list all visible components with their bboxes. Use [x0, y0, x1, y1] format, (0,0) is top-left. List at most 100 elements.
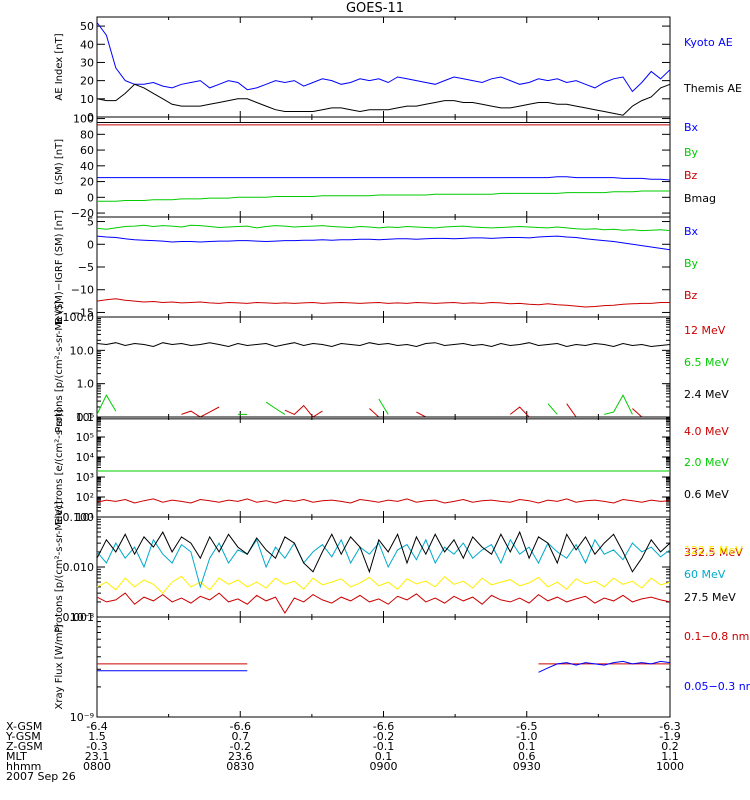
x-tick-row-value: 23.1	[85, 750, 110, 763]
y-tick-label: 20	[80, 176, 94, 189]
panel-frame-4	[96, 316, 671, 418]
x-tick-label: -6.4	[86, 720, 107, 733]
series-line-by	[96, 224, 671, 232]
x-tick-label: -6.6	[373, 720, 394, 733]
legend-label: 0.05−0.3 nm	[684, 680, 750, 693]
y-tick-label: 10.0	[70, 344, 95, 357]
legend-label: 0.6 MeV	[684, 488, 729, 501]
legend-label: 332.5 MeV	[684, 546, 743, 559]
series-line-themis-ae	[96, 83, 671, 116]
y-tick-label: 50	[80, 20, 94, 33]
y-tick-label: 10⁻⁸	[70, 611, 95, 624]
y-tick-label: −20	[71, 207, 94, 220]
y-tick-label: 0.001	[63, 611, 95, 624]
legend-label: 60 MeV	[684, 568, 726, 581]
y-axis-label: B (SM)−IGRF (SM) [nT]	[54, 210, 65, 324]
legend-label: Bx	[684, 225, 699, 238]
date-label: 2007 Sep 26	[6, 770, 76, 783]
legend-label: 4.0 MeV	[684, 425, 729, 438]
series-line-2-4-mev	[96, 342, 671, 348]
x-tick-row-value: 0.1	[518, 740, 536, 753]
x-tick-row-value: -1.0	[516, 730, 537, 743]
x-tick-label: -6.5	[516, 720, 537, 733]
y-axis-label: Xray Flux [W/m²]	[54, 624, 65, 709]
x-tick-row-value: 0800	[83, 760, 111, 773]
x-row-label: hhmm	[6, 760, 41, 773]
panel-frame-2	[96, 116, 671, 218]
series-line-0-05-0-3-nm	[97, 660, 671, 673]
y-tick-label: 10⁴	[76, 451, 95, 464]
y-tick-label: 0	[87, 111, 94, 124]
y-tick-label: 5	[87, 216, 94, 229]
x-tick-row-value: 0.1	[375, 750, 393, 763]
legend-label: By	[684, 146, 699, 159]
y-axis-label: Protons [p/(cm²-s-sr-MeV)]	[54, 501, 65, 633]
panel-frame-3	[96, 216, 671, 318]
y-tick-label: −15	[71, 306, 94, 319]
x-row-label: Y-GSM	[5, 730, 41, 743]
x-row-label: MLT	[6, 750, 27, 763]
x-tick-row-value: -0.1	[373, 740, 394, 753]
legend-label: By	[684, 257, 699, 270]
legend-label: 12 MeV	[684, 324, 726, 337]
x-tick-row-value: 0.2	[661, 740, 679, 753]
y-tick-label: 60	[80, 144, 94, 157]
x-tick-row-value: 0900	[370, 760, 398, 773]
x-tick-row-value: -0.3	[86, 740, 107, 753]
y-tick-label: 40	[80, 38, 94, 51]
y-tick-label: 0	[87, 191, 94, 204]
y-axis-label: Protons [p/(cm²-s-sr-MeV)]	[54, 301, 65, 433]
x-tick-row-value: -1.9	[659, 730, 680, 743]
legend-label: 6.5 MeV	[684, 356, 729, 369]
y-axis-label: Electrons [e/(cm²-s-sr)]	[54, 409, 65, 525]
legend-label: Bz	[684, 289, 698, 302]
series-line-332-5-mev	[96, 592, 671, 614]
x-tick-row-value: 0.6	[518, 750, 536, 763]
panel-frame-1	[96, 16, 671, 118]
series-line-bx	[97, 176, 671, 181]
series-line-bz	[96, 298, 670, 308]
x-tick-label: -6.3	[659, 720, 680, 733]
y-tick-label: 10⁻⁹	[70, 711, 94, 724]
y-tick-label: 30	[80, 56, 94, 69]
legend-label: 27.5 MeV	[684, 591, 736, 604]
y-tick-label: 10	[80, 93, 94, 106]
series-line-122-5-mev	[96, 575, 671, 594]
x-tick-row-value: 1000	[656, 760, 684, 773]
legend-label: Themis AE	[683, 82, 742, 95]
legend-label: Bmag	[684, 192, 716, 205]
y-tick-label: 0.1	[77, 411, 95, 424]
y-axis-label: AE Index [nT]	[54, 33, 65, 100]
y-tick-label: 0	[87, 238, 94, 251]
series-line-6-5-mev	[96, 394, 633, 415]
series-line-60-mev	[96, 538, 671, 589]
x-row-label: X-GSM	[6, 720, 42, 733]
legend-label: 2.4 MeV	[684, 388, 729, 401]
y-tick-label: −5	[78, 261, 94, 274]
legend-label: Kyoto AE	[684, 36, 733, 49]
x-tick-row-value: -0.2	[373, 730, 394, 743]
x-tick-row-value: 23.6	[228, 750, 253, 763]
figure-title: GOES-11	[345, 1, 404, 16]
y-tick-label: 100.0	[63, 311, 95, 324]
x-tick-row-value: -0.2	[230, 740, 251, 753]
legend-label: Bx	[684, 121, 699, 134]
panel-frame-7	[96, 616, 671, 718]
legend-label: 122.5 MeV	[684, 544, 743, 557]
x-tick-row-value: 0930	[513, 760, 541, 773]
y-tick-label: 10¹	[76, 511, 94, 524]
series-line-4-0-mev	[96, 498, 671, 504]
x-tick-row-value: 0830	[226, 760, 254, 773]
legend-label: Bz	[684, 169, 698, 182]
series-line-27-5-mev	[96, 530, 671, 574]
series-line-bx	[96, 235, 671, 251]
x-row-label: Z-GSM	[6, 740, 43, 753]
y-tick-label: 100	[73, 113, 94, 126]
x-tick-row-value: 1.1	[661, 750, 679, 763]
series-line-kyoto-ae	[96, 22, 671, 93]
y-tick-label: 0.010	[63, 561, 95, 574]
y-tick-label: 40	[80, 160, 94, 173]
y-tick-label: −10	[71, 284, 94, 297]
x-tick-label: -6.6	[230, 720, 251, 733]
